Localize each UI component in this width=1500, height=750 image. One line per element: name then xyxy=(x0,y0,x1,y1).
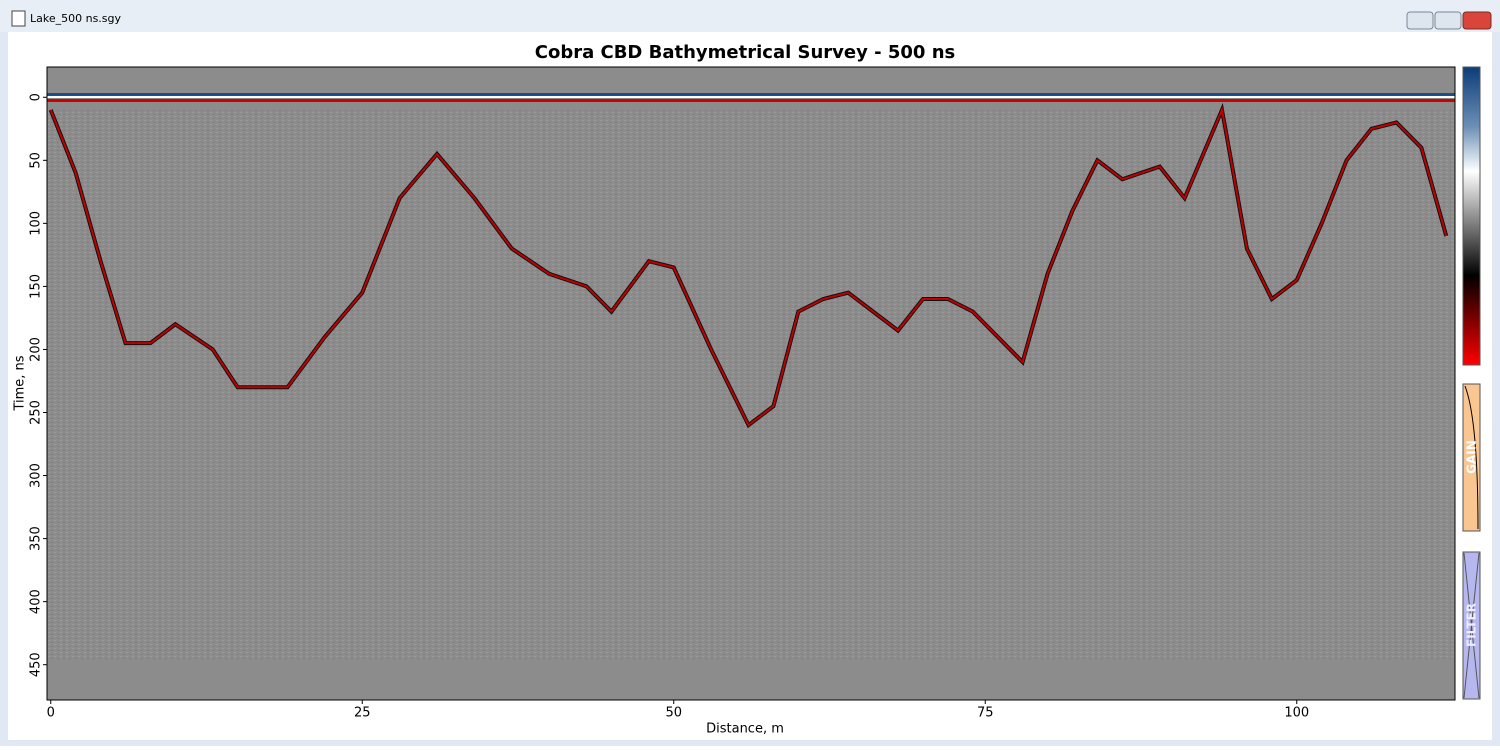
y-tick-label: 300 xyxy=(29,463,44,488)
y-tick-label: 50 xyxy=(29,152,44,169)
y-tick-label: 450 xyxy=(29,652,44,677)
y-tick-label: 0 xyxy=(29,93,44,101)
filter-label[interactable]: FILTER xyxy=(1465,603,1479,647)
x-tick-label: 75 xyxy=(977,706,994,721)
window-title: Lake_500 ns.sgy xyxy=(30,12,122,25)
radar-noise xyxy=(47,110,1455,660)
y-tick-label: 350 xyxy=(29,526,44,551)
direct-wave xyxy=(47,99,1455,102)
y-axis-label: Time, ns xyxy=(13,355,28,411)
chart-title: Cobra CBD Bathymetrical Survey - 500 ns xyxy=(535,42,955,63)
x-tick-label: 0 xyxy=(47,706,55,721)
color-bar xyxy=(1462,66,1481,366)
bottom-reflector xyxy=(49,106,1448,427)
y-tick-label: 150 xyxy=(29,274,44,299)
minimize-button[interactable] xyxy=(1406,11,1434,30)
y-tick-label: 250 xyxy=(29,400,44,425)
y-tick-label: 400 xyxy=(29,589,44,614)
x-tick-label: 50 xyxy=(665,706,682,721)
maximize-button[interactable] xyxy=(1434,11,1462,30)
x-tick-label: 100 xyxy=(1284,706,1309,721)
x-axis-label: Distance, m xyxy=(706,722,784,737)
direct-wave xyxy=(47,96,1455,98)
file-icon xyxy=(11,10,26,27)
plot-border xyxy=(46,66,1456,701)
gain-label[interactable]: GAIN xyxy=(1465,440,1479,474)
direct-wave xyxy=(47,93,1455,96)
x-tick-label: 25 xyxy=(354,706,371,721)
filter-shape xyxy=(1463,552,1480,699)
close-button[interactable] xyxy=(1462,11,1492,30)
gain-curve xyxy=(1464,385,1479,530)
y-tick-label: 200 xyxy=(29,337,44,362)
title-bar xyxy=(0,0,1500,32)
gain-panel[interactable] xyxy=(1462,383,1481,532)
y-tick-label: 100 xyxy=(29,211,44,236)
